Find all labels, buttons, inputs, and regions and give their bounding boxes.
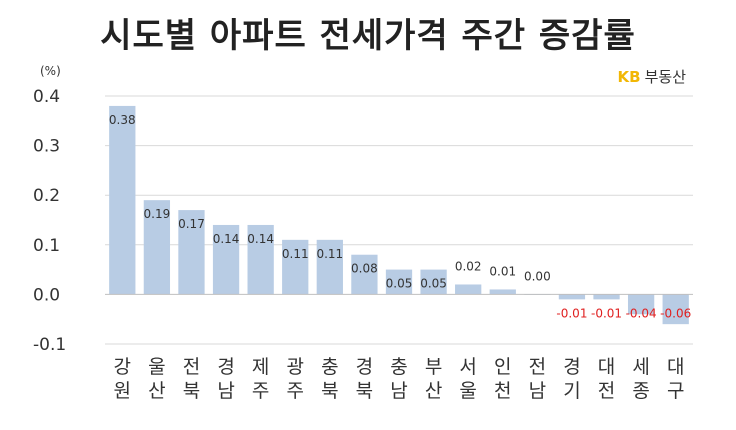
category-label: 세 [632,356,649,378]
category-label: 산 [425,380,442,402]
category-label: 강 [114,356,131,378]
chart-title: 시도별 아파트 전세가격 주간 증감률 [100,16,636,56]
data-label: -0.06 [660,306,691,320]
data-label: 0.38 [109,113,136,127]
bar [385,269,413,295]
category-label: 남 [390,380,407,402]
bar [178,210,205,295]
category-label: 주 [286,380,303,402]
source-name: 부동산 [644,68,686,86]
data-label: 0.14 [247,232,274,246]
category-label: 부 [425,356,442,378]
category-label: 종 [632,380,649,402]
category-label: 인 [494,356,511,378]
category-label: 서 [459,356,476,378]
bar [109,105,136,295]
bar [593,294,620,300]
source-logo: KB 부동산 [618,66,686,87]
bar [420,269,447,295]
data-label: 0.00 [524,269,551,283]
data-label: -0.04 [626,306,657,320]
category-label: 북 [321,380,338,402]
category-label: 충 [390,356,407,378]
data-label: 0.11 [282,247,309,261]
bar [247,224,274,295]
category-label: 제 [252,356,269,378]
category-label: 대 [667,356,684,378]
y-tick-label: 0.0 [33,285,60,305]
bar [143,200,171,295]
category-label: 울 [459,380,476,402]
category-label: 전 [183,356,200,378]
category-label: 주 [252,380,269,402]
data-label: 0.02 [455,259,482,273]
y-tick-label: 0.2 [33,186,60,206]
category-label: 대 [598,356,615,378]
category-label: 원 [114,380,131,402]
category-label: 경 [563,356,580,378]
data-label: 0.01 [489,264,516,278]
bar [558,294,586,300]
bar [455,284,482,295]
category-label: 전 [598,380,615,402]
category-label: 북 [183,380,200,402]
data-label: 0.19 [144,207,171,221]
category-label: 경 [356,356,373,378]
bar [627,294,655,315]
data-label: 0.05 [386,277,413,291]
bar [351,254,378,295]
category-label: 남 [529,380,546,402]
bar [316,239,343,295]
y-tick-label: 0.3 [33,137,60,157]
category-label: 산 [148,380,165,402]
bar [489,289,516,295]
unit-label: (%) [40,64,61,78]
data-label: 0.08 [351,262,378,276]
bar [662,294,689,325]
category-label: 광 [286,356,303,378]
category-label: 전 [529,356,546,378]
y-tick-label: 0.1 [33,236,60,256]
data-label: 0.11 [316,247,343,261]
category-label: 남 [217,380,234,402]
category-label: 울 [148,356,165,378]
category-label: 천 [494,380,511,402]
bar [282,239,309,295]
category-label: 북 [356,380,373,402]
y-tick-label: -0.1 [33,335,66,355]
data-label: 0.05 [420,277,447,291]
y-tick-label: 0.4 [33,87,60,107]
category-label: 경 [217,356,234,378]
data-label: 0.17 [178,217,205,231]
source-brand: KB [617,68,641,86]
data-label: -0.01 [556,306,587,320]
category-label: 기 [563,380,580,402]
category-label: 구 [667,380,684,402]
category-label: 충 [321,356,338,378]
bar [212,224,240,295]
data-label: -0.01 [591,306,622,320]
data-label: 0.14 [213,232,240,246]
